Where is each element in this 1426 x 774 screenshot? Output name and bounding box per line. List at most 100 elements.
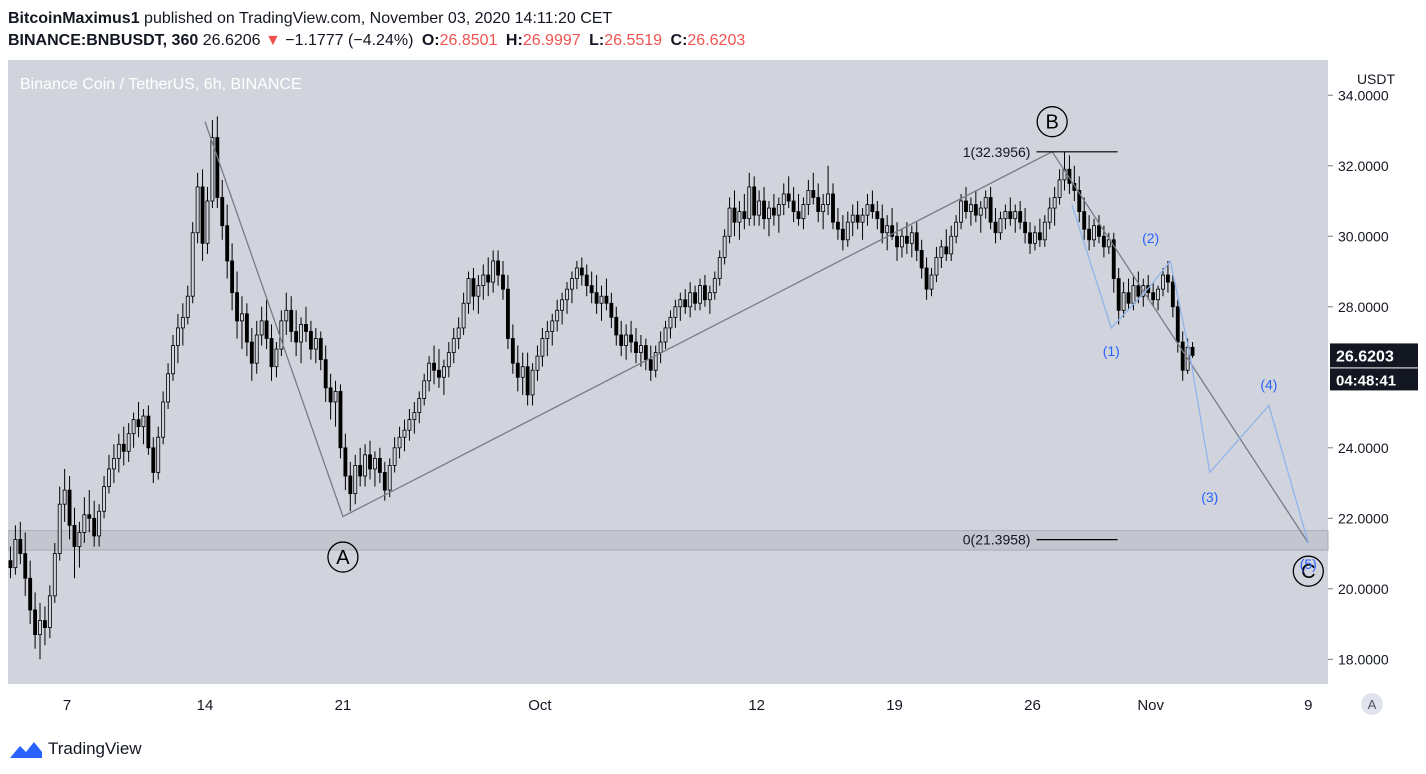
candle-body bbox=[161, 401, 166, 438]
candle-body bbox=[998, 218, 1003, 234]
candle-body bbox=[259, 320, 264, 336]
candle-body bbox=[377, 457, 382, 473]
candle-body bbox=[954, 221, 959, 237]
price-tick-label: 30.0000 bbox=[1338, 228, 1389, 244]
time-tick-label: 7 bbox=[63, 697, 71, 714]
candle-body bbox=[904, 235, 909, 244]
candle-body bbox=[540, 338, 545, 357]
chart-header: BitcoinMaximus1 published on TradingView… bbox=[8, 6, 1418, 56]
candle-body bbox=[648, 359, 653, 371]
candle-body bbox=[609, 302, 614, 318]
candle-body bbox=[875, 211, 880, 220]
candle-body bbox=[1028, 232, 1032, 244]
candle-body bbox=[515, 362, 520, 378]
chart-area[interactable]: 1(32.3956) 0(21.3958) A B C (1) (2) (3) (4) (5) Bi… bbox=[8, 60, 1420, 724]
candle-body bbox=[811, 190, 816, 198]
wave-label-a: A bbox=[336, 547, 350, 569]
wave-label-c: C bbox=[1301, 561, 1315, 583]
candle-body bbox=[116, 443, 121, 459]
candle-body bbox=[791, 200, 796, 212]
down-arrow-icon: ▼ bbox=[265, 32, 281, 49]
candle-body bbox=[673, 306, 678, 318]
candle-body bbox=[289, 309, 294, 332]
candle-body bbox=[294, 331, 299, 343]
candle-body bbox=[353, 465, 358, 495]
candle-body bbox=[747, 186, 752, 220]
candle-body bbox=[269, 338, 274, 368]
candle-body bbox=[141, 415, 146, 428]
time-tick-label: 9 bbox=[1304, 697, 1312, 714]
close-label: C: bbox=[670, 32, 688, 49]
auto-scale-button bbox=[1361, 693, 1383, 715]
price-tick-label: 20.0000 bbox=[1338, 581, 1389, 597]
candle-body bbox=[47, 595, 52, 628]
price-tick-label: 18.0000 bbox=[1338, 651, 1389, 667]
candle-body bbox=[220, 197, 225, 227]
candle-body bbox=[978, 207, 983, 216]
candle-body bbox=[589, 285, 594, 294]
candle-body bbox=[855, 214, 860, 223]
author-name[interactable]: BitcoinMaximus1 bbox=[8, 10, 140, 27]
close-value: 26.6203 bbox=[687, 32, 746, 49]
tradingview-brand[interactable]: TradingView bbox=[48, 739, 142, 758]
candle-body bbox=[993, 221, 998, 234]
candle-body bbox=[1111, 239, 1116, 279]
candle-body bbox=[171, 345, 175, 375]
candle-body bbox=[92, 517, 97, 537]
candle-body bbox=[1151, 292, 1156, 301]
subwave-label: (5) bbox=[1300, 556, 1317, 572]
candle-body bbox=[1175, 306, 1180, 343]
candle-body bbox=[762, 200, 766, 220]
candle-body bbox=[560, 299, 565, 311]
symbol-name[interactable]: BINANCE:BNBUSDT, 360 bbox=[8, 32, 199, 49]
candle-body bbox=[885, 225, 890, 234]
candle-body bbox=[299, 324, 303, 343]
candle-body bbox=[579, 267, 584, 276]
candle-body bbox=[821, 204, 826, 212]
candle-body bbox=[1047, 207, 1052, 223]
support-zone bbox=[8, 530, 1329, 551]
candle-body bbox=[166, 373, 171, 403]
candle-body bbox=[604, 295, 609, 304]
candle-body bbox=[668, 316, 673, 329]
candle-body bbox=[816, 197, 821, 212]
price-tick-label: 32.0000 bbox=[1338, 158, 1389, 174]
candle-body bbox=[964, 200, 968, 212]
candle-body bbox=[57, 503, 62, 554]
candle-body bbox=[914, 232, 919, 251]
candle-body bbox=[23, 553, 28, 579]
candle-body bbox=[407, 419, 412, 431]
candle-body bbox=[1101, 235, 1106, 248]
candle-body bbox=[358, 465, 363, 477]
candle-body bbox=[466, 278, 471, 304]
candle-body bbox=[924, 267, 929, 290]
candle-body bbox=[107, 468, 111, 487]
candle-body bbox=[530, 369, 535, 396]
candle-body bbox=[62, 489, 67, 505]
candle-body bbox=[210, 137, 215, 202]
candle-body bbox=[771, 207, 776, 216]
candle-body bbox=[835, 221, 840, 230]
current-price-tag bbox=[1330, 343, 1418, 368]
candle-body bbox=[185, 295, 190, 318]
candle-body bbox=[525, 366, 530, 396]
candle-body bbox=[491, 260, 496, 283]
candle-body bbox=[456, 327, 461, 339]
candle-body bbox=[900, 235, 904, 248]
time-tick-label: 12 bbox=[748, 697, 765, 714]
candle-body bbox=[732, 207, 737, 223]
candle-body bbox=[988, 197, 993, 223]
candle-body bbox=[698, 285, 702, 304]
wave-label-circle bbox=[1292, 555, 1324, 587]
price-chart[interactable]: 1(32.3956) 0(21.3958) A B C (1) (2) (3) (4) (5) Bi… bbox=[8, 60, 1420, 724]
tradingview-logo-icon[interactable] bbox=[8, 738, 44, 760]
candle-body bbox=[919, 249, 924, 269]
candle-body bbox=[126, 433, 131, 452]
candle-body bbox=[52, 553, 57, 597]
chart-title: Binance Coin / TetherUS, 6h, BINANCE bbox=[20, 76, 302, 93]
candle-body bbox=[624, 334, 629, 346]
candle-body bbox=[570, 278, 574, 290]
candle-body bbox=[826, 193, 831, 205]
candle-body bbox=[254, 334, 259, 364]
candle-body bbox=[850, 214, 855, 223]
